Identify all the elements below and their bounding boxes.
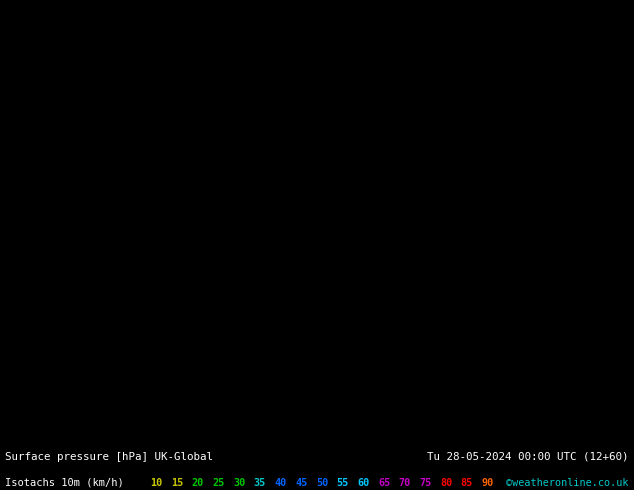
Text: 85: 85 [461,478,473,488]
Text: Isotachs 10m (km/h): Isotachs 10m (km/h) [5,478,124,488]
Text: 25: 25 [212,478,224,488]
Text: 75: 75 [419,478,432,488]
Text: 50: 50 [316,478,328,488]
Text: 20: 20 [191,478,204,488]
Text: ©weatheronline.co.uk: ©weatheronline.co.uk [507,478,629,488]
Text: Tu 28-05-2024 00:00 UTC (12+60): Tu 28-05-2024 00:00 UTC (12+60) [427,452,629,462]
Text: 65: 65 [378,478,390,488]
Text: 60: 60 [357,478,370,488]
Text: 80: 80 [440,478,452,488]
Text: 15: 15 [171,478,183,488]
Text: 70: 70 [399,478,411,488]
Text: 90: 90 [481,478,494,488]
Text: 10: 10 [150,478,162,488]
Text: 55: 55 [337,478,349,488]
Text: 35: 35 [254,478,266,488]
Text: 40: 40 [275,478,287,488]
Text: Surface pressure [hPa] UK-Global: Surface pressure [hPa] UK-Global [5,452,213,462]
Text: 30: 30 [233,478,245,488]
Text: 45: 45 [295,478,307,488]
